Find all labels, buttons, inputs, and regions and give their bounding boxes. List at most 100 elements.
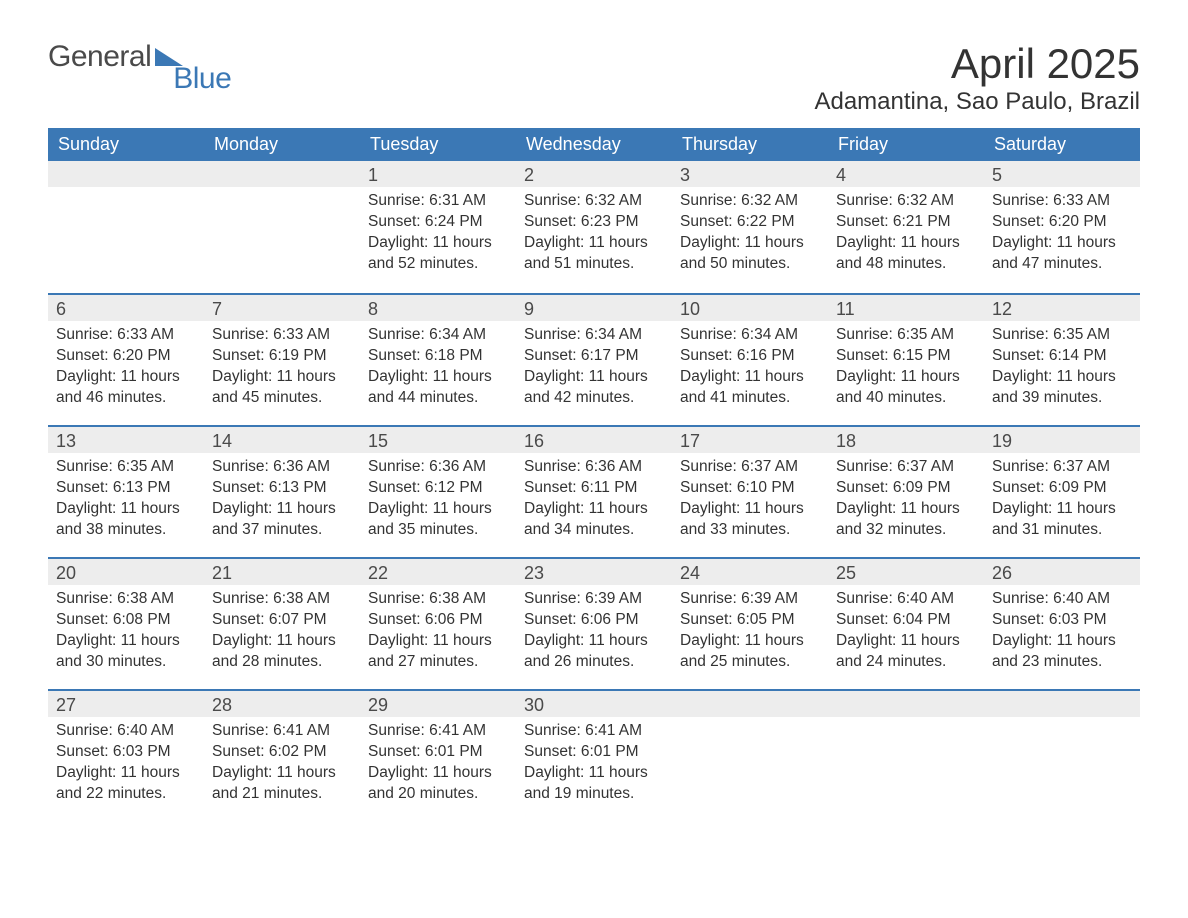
day-cell (828, 691, 984, 821)
day-body: Sunrise: 6:33 AMSunset: 6:19 PMDaylight:… (204, 321, 360, 423)
day-body (48, 187, 204, 205)
week-row: 13Sunrise: 6:35 AMSunset: 6:13 PMDayligh… (48, 425, 1140, 557)
daylight-line: Daylight: 11 hours and 26 minutes. (524, 631, 664, 673)
week-row: 20Sunrise: 6:38 AMSunset: 6:08 PMDayligh… (48, 557, 1140, 689)
day-cell: 19Sunrise: 6:37 AMSunset: 6:09 PMDayligh… (984, 427, 1140, 557)
day-body: Sunrise: 6:33 AMSunset: 6:20 PMDaylight:… (984, 187, 1140, 289)
dow-tuesday: Tuesday (360, 128, 516, 161)
sunset-line: Sunset: 6:10 PM (680, 478, 820, 499)
date-number: 2 (516, 161, 672, 187)
daylight-line: Daylight: 11 hours and 41 minutes. (680, 367, 820, 409)
sunset-line: Sunset: 6:23 PM (524, 212, 664, 233)
day-cell: 9Sunrise: 6:34 AMSunset: 6:17 PMDaylight… (516, 295, 672, 425)
sunset-line: Sunset: 6:16 PM (680, 346, 820, 367)
sunrise-line: Sunrise: 6:33 AM (212, 325, 352, 346)
day-cell: 25Sunrise: 6:40 AMSunset: 6:04 PMDayligh… (828, 559, 984, 689)
day-cell: 2Sunrise: 6:32 AMSunset: 6:23 PMDaylight… (516, 161, 672, 293)
date-number: 30 (516, 691, 672, 717)
sunrise-line: Sunrise: 6:33 AM (992, 191, 1132, 212)
day-body: Sunrise: 6:35 AMSunset: 6:14 PMDaylight:… (984, 321, 1140, 423)
sunrise-line: Sunrise: 6:34 AM (680, 325, 820, 346)
day-cell: 15Sunrise: 6:36 AMSunset: 6:12 PMDayligh… (360, 427, 516, 557)
sunset-line: Sunset: 6:06 PM (368, 610, 508, 631)
day-body (984, 717, 1140, 735)
daylight-line: Daylight: 11 hours and 20 minutes. (368, 763, 508, 805)
logo-text-blue: Blue (173, 62, 231, 96)
sunset-line: Sunset: 6:01 PM (524, 742, 664, 763)
sunset-line: Sunset: 6:08 PM (56, 610, 196, 631)
sunrise-line: Sunrise: 6:35 AM (836, 325, 976, 346)
day-body (672, 717, 828, 735)
day-cell: 23Sunrise: 6:39 AMSunset: 6:06 PMDayligh… (516, 559, 672, 689)
sunrise-line: Sunrise: 6:33 AM (56, 325, 196, 346)
date-number: 7 (204, 295, 360, 321)
day-body: Sunrise: 6:38 AMSunset: 6:06 PMDaylight:… (360, 585, 516, 687)
day-body: Sunrise: 6:35 AMSunset: 6:13 PMDaylight:… (48, 453, 204, 555)
sunrise-line: Sunrise: 6:41 AM (368, 721, 508, 742)
calendar-grid: SundayMondayTuesdayWednesdayThursdayFrid… (48, 128, 1140, 821)
day-body (828, 717, 984, 735)
sunset-line: Sunset: 6:04 PM (836, 610, 976, 631)
date-number: 15 (360, 427, 516, 453)
week-row: 6Sunrise: 6:33 AMSunset: 6:20 PMDaylight… (48, 293, 1140, 425)
dow-friday: Friday (828, 128, 984, 161)
sunrise-line: Sunrise: 6:38 AM (56, 589, 196, 610)
date-number: 26 (984, 559, 1140, 585)
daylight-line: Daylight: 11 hours and 33 minutes. (680, 499, 820, 541)
daylight-line: Daylight: 11 hours and 25 minutes. (680, 631, 820, 673)
logo: General Blue (48, 40, 243, 74)
day-cell: 22Sunrise: 6:38 AMSunset: 6:06 PMDayligh… (360, 559, 516, 689)
sunset-line: Sunset: 6:14 PM (992, 346, 1132, 367)
day-cell: 29Sunrise: 6:41 AMSunset: 6:01 PMDayligh… (360, 691, 516, 821)
day-cell: 14Sunrise: 6:36 AMSunset: 6:13 PMDayligh… (204, 427, 360, 557)
day-body: Sunrise: 6:33 AMSunset: 6:20 PMDaylight:… (48, 321, 204, 423)
day-cell (672, 691, 828, 821)
day-body: Sunrise: 6:34 AMSunset: 6:17 PMDaylight:… (516, 321, 672, 423)
day-cell (984, 691, 1140, 821)
week-row: 1Sunrise: 6:31 AMSunset: 6:24 PMDaylight… (48, 161, 1140, 293)
daylight-line: Daylight: 11 hours and 32 minutes. (836, 499, 976, 541)
day-body: Sunrise: 6:32 AMSunset: 6:21 PMDaylight:… (828, 187, 984, 289)
daylight-line: Daylight: 11 hours and 50 minutes. (680, 233, 820, 275)
day-body: Sunrise: 6:34 AMSunset: 6:16 PMDaylight:… (672, 321, 828, 423)
date-number: 14 (204, 427, 360, 453)
date-number (984, 691, 1140, 717)
daylight-line: Daylight: 11 hours and 52 minutes. (368, 233, 508, 275)
sunset-line: Sunset: 6:24 PM (368, 212, 508, 233)
day-cell: 10Sunrise: 6:34 AMSunset: 6:16 PMDayligh… (672, 295, 828, 425)
sunset-line: Sunset: 6:02 PM (212, 742, 352, 763)
date-number: 10 (672, 295, 828, 321)
daylight-line: Daylight: 11 hours and 23 minutes. (992, 631, 1132, 673)
day-body: Sunrise: 6:40 AMSunset: 6:03 PMDaylight:… (984, 585, 1140, 687)
sunrise-line: Sunrise: 6:40 AM (992, 589, 1132, 610)
sunset-line: Sunset: 6:12 PM (368, 478, 508, 499)
date-number: 9 (516, 295, 672, 321)
day-cell: 12Sunrise: 6:35 AMSunset: 6:14 PMDayligh… (984, 295, 1140, 425)
daylight-line: Daylight: 11 hours and 35 minutes. (368, 499, 508, 541)
day-body: Sunrise: 6:38 AMSunset: 6:07 PMDaylight:… (204, 585, 360, 687)
sunset-line: Sunset: 6:05 PM (680, 610, 820, 631)
daylight-line: Daylight: 11 hours and 34 minutes. (524, 499, 664, 541)
date-number (828, 691, 984, 717)
daylight-line: Daylight: 11 hours and 30 minutes. (56, 631, 196, 673)
day-cell: 16Sunrise: 6:36 AMSunset: 6:11 PMDayligh… (516, 427, 672, 557)
day-cell (204, 161, 360, 293)
daylight-line: Daylight: 11 hours and 47 minutes. (992, 233, 1132, 275)
date-number (48, 161, 204, 187)
day-of-week-header: SundayMondayTuesdayWednesdayThursdayFrid… (48, 128, 1140, 161)
day-body: Sunrise: 6:34 AMSunset: 6:18 PMDaylight:… (360, 321, 516, 423)
header-row: General Blue April 2025 (48, 40, 1140, 88)
date-number: 12 (984, 295, 1140, 321)
sunrise-line: Sunrise: 6:37 AM (680, 457, 820, 478)
day-body: Sunrise: 6:35 AMSunset: 6:15 PMDaylight:… (828, 321, 984, 423)
daylight-line: Daylight: 11 hours and 37 minutes. (212, 499, 352, 541)
date-number: 6 (48, 295, 204, 321)
date-number (672, 691, 828, 717)
daylight-line: Daylight: 11 hours and 24 minutes. (836, 631, 976, 673)
sunset-line: Sunset: 6:20 PM (56, 346, 196, 367)
day-body (204, 187, 360, 205)
dow-thursday: Thursday (672, 128, 828, 161)
daylight-line: Daylight: 11 hours and 44 minutes. (368, 367, 508, 409)
sunrise-line: Sunrise: 6:34 AM (368, 325, 508, 346)
dow-monday: Monday (204, 128, 360, 161)
